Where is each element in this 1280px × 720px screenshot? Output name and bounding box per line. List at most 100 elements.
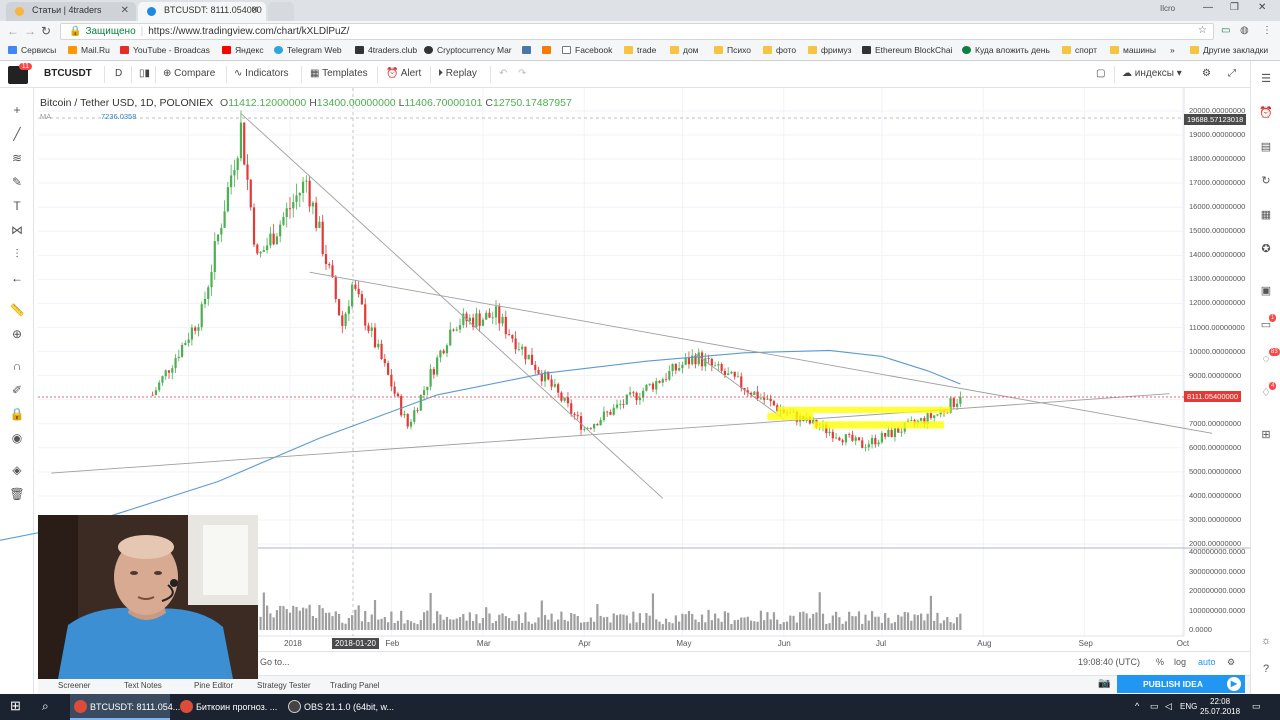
bookmark-item[interactable]: 4traders.club	[355, 45, 417, 55]
undo-icon[interactable]: ↶	[499, 68, 508, 79]
other-bookmarks-folder[interactable]: Другие закладки	[1190, 45, 1268, 55]
minimize-icon[interactable]: —	[1203, 2, 1213, 13]
bookmark-item[interactable]: Cryptocurrency Mar	[424, 45, 512, 55]
watchlist-icon[interactable]: ☰	[1261, 73, 1271, 85]
settings-gear-icon[interactable]: ⚙	[1202, 68, 1211, 79]
tab-screener[interactable]: Screener	[58, 681, 91, 690]
bookmark-folder[interactable]: дом	[670, 45, 699, 55]
notification-center-icon[interactable]: ▭	[1252, 701, 1261, 711]
camera-icon[interactable]: 📷	[1098, 678, 1111, 689]
language-indicator[interactable]: ENG	[1180, 702, 1198, 711]
percent-toggle[interactable]: %	[1156, 657, 1165, 667]
bookmark-folder[interactable]: фримуз	[808, 45, 852, 55]
bookmark-folder[interactable]: машины	[1110, 45, 1156, 55]
tab-text-notes[interactable]: Text Notes	[124, 681, 162, 690]
prediction-icon[interactable]: ⫶	[15, 247, 19, 261]
replay-button[interactable]: ⏵ Replay	[438, 68, 477, 79]
bug-report-icon[interactable]: ☼	[1260, 635, 1272, 647]
eye-icon[interactable]: ◉	[11, 431, 23, 445]
notifications-bell-icon[interactable]: ♢	[1261, 387, 1271, 399]
restore-icon[interactable]: ❐	[1230, 2, 1239, 13]
profile-name[interactable]: Ilcro	[1160, 4, 1176, 13]
forward-icon[interactable]: →	[24, 24, 36, 38]
pattern-icon[interactable]: ⋈	[11, 223, 23, 237]
layers-icon[interactable]: ◈	[12, 463, 22, 477]
bookmark-folder[interactable]: спорт	[1062, 45, 1097, 55]
magnet-icon[interactable]: ∩	[12, 359, 22, 373]
search-icon[interactable]: ⌕	[42, 699, 49, 713]
close-window-icon[interactable]: ✕	[1258, 2, 1267, 13]
browser-tab[interactable]: Статьи | 4traders ✕	[6, 2, 136, 21]
stay-drawing-icon[interactable]: ✐	[11, 383, 23, 397]
fib-retracement-icon[interactable]: ≋	[11, 151, 23, 165]
calendar-icon[interactable]: ▦	[1260, 209, 1272, 221]
windows-start-icon[interactable]: ⊞	[10, 698, 21, 713]
zoom-icon[interactable]: ⊕	[11, 327, 23, 341]
menu-icon[interactable]: ⋮	[1262, 25, 1272, 36]
bookmark-item[interactable]: Ethereum BlockChai	[862, 45, 952, 55]
clock[interactable]: 22:08 25.07.2018	[1200, 697, 1241, 716]
symbol-search[interactable]: BTCUSDT	[44, 68, 92, 79]
fullscreen-icon[interactable]: ⤢	[1228, 68, 1236, 79]
compare-button[interactable]: ⊕ Compare	[163, 68, 216, 79]
volume-icon[interactable]: ◁	[1165, 701, 1172, 711]
remove-drawings-arrow-icon[interactable]: ←	[11, 271, 23, 285]
back-icon[interactable]: ←	[7, 24, 19, 38]
indexes-button[interactable]: ☁ индексы ▾	[1122, 68, 1182, 79]
bookmark-item[interactable]: Яндекс	[222, 45, 264, 55]
chart-legend[interactable]: Bitcoin / Tether USD, 1D, POLONIEX O1141…	[40, 97, 572, 109]
chart-style-icon[interactable]: ▯▮	[139, 68, 151, 79]
bookmark-folder[interactable]: trade	[624, 45, 656, 55]
log-toggle[interactable]: log	[1174, 657, 1187, 667]
more-bookmarks[interactable]: »	[1170, 45, 1175, 55]
bookmark-item[interactable]: Facebook	[562, 45, 612, 55]
bookmark-folder[interactable]: фото	[763, 45, 796, 55]
chats-icon[interactable]: ▭	[1260, 319, 1272, 331]
layout-icon[interactable]: ▢	[1096, 68, 1106, 79]
auto-toggle[interactable]: auto	[1198, 657, 1216, 667]
bookmark-item[interactable]: Mail.Ru	[68, 45, 110, 55]
user-avatar[interactable]: 11	[8, 63, 32, 84]
text-icon[interactable]: T	[13, 199, 21, 213]
indicators-button[interactable]: ∿ Indicators	[234, 68, 289, 79]
scale-settings-gear-icon[interactable]: ⚙	[1227, 657, 1236, 667]
network-icon[interactable]: ▭	[1150, 701, 1159, 711]
redo-icon[interactable]: ↷	[518, 68, 527, 79]
extension-icon[interactable]: ◍	[1240, 25, 1249, 36]
alert-button[interactable]: ⏰ Alert	[386, 68, 422, 79]
new-tab-button[interactable]	[268, 2, 294, 21]
taskbar-item[interactable]: OBS 21.1.0 (64bit, w...	[284, 694, 394, 720]
tray-arrow-icon[interactable]: ^	[1135, 701, 1140, 711]
ma-legend[interactable]: MA 7236.0358	[40, 112, 137, 121]
extension-icon[interactable]: ▭	[1221, 25, 1231, 36]
bookmark-folder[interactable]: Психо	[714, 45, 751, 55]
url-field[interactable]: 🔒 Защищено | https://www.tradingview.com/ch…	[60, 23, 1214, 40]
reload-icon[interactable]: ↻	[41, 24, 52, 38]
bookmark-star-icon[interactable]: ☆	[1198, 25, 1207, 36]
bookmark-item[interactable]: Сервисы	[8, 45, 56, 55]
bookmark-item[interactable]: Telegram Web	[274, 45, 342, 55]
close-tab-icon[interactable]: ✕	[250, 5, 259, 16]
bookmark-item[interactable]: Куда вложить день	[962, 45, 1050, 55]
tab-trading-panel[interactable]: Trading Panel	[330, 681, 380, 690]
templates-button[interactable]: ▦ Templates	[310, 68, 368, 79]
tab-strategy-tester[interactable]: Strategy Tester	[257, 681, 311, 690]
help-icon[interactable]: ?	[1262, 663, 1270, 675]
ideas-bulb-icon[interactable]: ✪	[1261, 243, 1271, 255]
data-window-icon[interactable]: ▤	[1260, 141, 1272, 153]
close-tab-icon[interactable]: ✕	[120, 5, 129, 16]
utc-time[interactable]: 19:08:40 (UTC)	[1078, 657, 1141, 667]
brush-icon[interactable]: ✎	[11, 175, 23, 189]
bookmark-item[interactable]: YouTube - Broadcas	[120, 45, 210, 55]
order-panel-icon[interactable]: ⊞	[1261, 429, 1271, 441]
crosshair-icon[interactable]: +	[13, 103, 21, 117]
alerts-clock-icon[interactable]: ⏰	[1259, 107, 1273, 119]
hotlist-icon[interactable]: ↻	[1261, 175, 1271, 187]
trend-line-icon[interactable]: ╱	[13, 127, 21, 141]
goto-date-button[interactable]: Go to...	[260, 657, 290, 667]
trash-icon[interactable]: 🗑	[9, 487, 25, 501]
private-chats-icon[interactable]: ◌	[1262, 353, 1270, 365]
ruler-icon[interactable]: 📏	[9, 303, 25, 317]
browser-tab-active[interactable]: BTCUSDT: 8111.054000 ✕	[138, 2, 266, 21]
